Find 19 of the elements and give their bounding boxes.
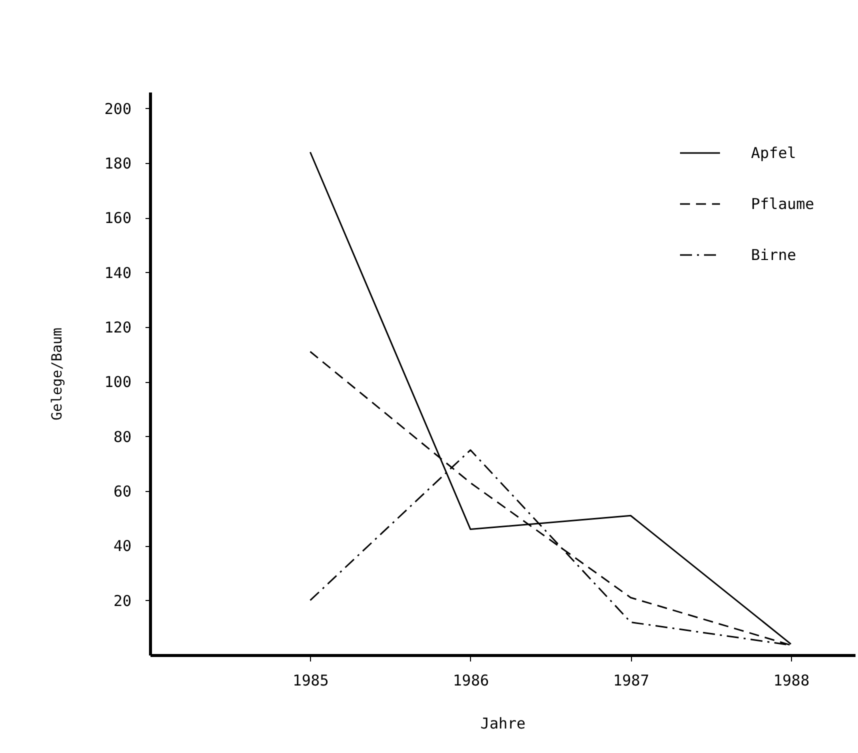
- y-tick-label: 160: [104, 209, 132, 228]
- y-tick-label: 100: [104, 373, 132, 392]
- legend-label: Apfel: [751, 144, 796, 162]
- y-tick-label: 20: [113, 592, 132, 610]
- y-tick-label: 80: [113, 428, 132, 446]
- y-tick-label: 40: [113, 537, 132, 556]
- x-tick-label: 1988: [773, 672, 810, 690]
- legend-label: Pflaume: [751, 195, 814, 213]
- x-tick-label: 1986: [452, 672, 490, 690]
- y-axis-title: Gelege/Baum: [49, 328, 66, 420]
- y-tick-label: 200: [104, 100, 132, 118]
- y-tick-label: 120: [104, 318, 132, 337]
- x-tick-label: 1985: [292, 672, 329, 690]
- y-tick-label: 60: [113, 482, 132, 501]
- legend-label: Birne: [751, 246, 796, 264]
- x-tick-label: 1987: [613, 672, 650, 690]
- y-tick-label: 180: [104, 154, 132, 173]
- y-tick-label: 140: [104, 264, 132, 282]
- x-axis-title: Jahre: [480, 714, 526, 732]
